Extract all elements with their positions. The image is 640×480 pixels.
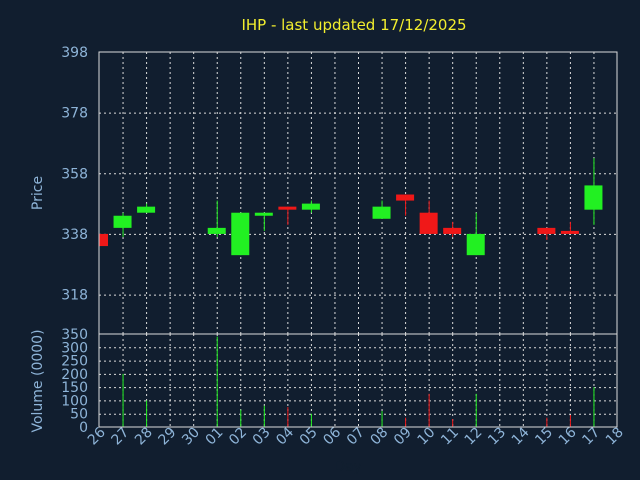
x-tick-label: 04 <box>273 424 297 448</box>
x-tick-label: 09 <box>391 425 415 449</box>
candles <box>99 158 603 256</box>
candle-body <box>207 227 226 234</box>
candle-body <box>560 230 579 234</box>
price-grid <box>99 52 617 334</box>
volume-grid <box>99 334 617 427</box>
volume-tick-label: 100 <box>61 393 88 409</box>
x-tick-label: 02 <box>226 425 250 449</box>
chart-title: IHP - last updated 17/12/2025 <box>241 16 466 34</box>
candle-body <box>231 212 250 256</box>
price-tick-label: 378 <box>61 106 88 122</box>
x-tick-label: 03 <box>250 425 274 449</box>
price-tick-label: 398 <box>61 45 88 61</box>
volume-tick-label: 300 <box>61 340 88 356</box>
candle-body <box>537 227 556 234</box>
volume-panel-frame <box>98 333 618 428</box>
price-tick-label: 338 <box>61 227 88 243</box>
price-axis-label: Price <box>30 176 46 210</box>
candle-body <box>113 215 132 228</box>
x-tick-label: 06 <box>320 424 344 448</box>
x-tick-label: 26 <box>85 424 109 448</box>
x-tick-label: 10 <box>415 425 439 449</box>
x-tick-label: 01 <box>203 425 227 449</box>
x-tick-label: 17 <box>579 425 603 449</box>
volume-tick-label: 250 <box>61 354 88 370</box>
x-tick-label: 18 <box>603 425 627 449</box>
price-y-ticks: 318 338 358 378 398 <box>61 45 88 304</box>
price-tick-label: 318 <box>61 288 88 304</box>
candle-body <box>137 206 156 213</box>
candle-body <box>301 203 320 210</box>
x-tick-label: 08 <box>367 425 391 449</box>
candle-body <box>372 206 391 219</box>
volume-axis-label: Volume (0000) <box>30 329 46 432</box>
price-tick-label: 358 <box>61 166 88 182</box>
volume-tick-label: 150 <box>61 380 88 396</box>
volume-tick-label: 200 <box>61 367 88 383</box>
volume-tick-label: 50 <box>70 407 88 423</box>
x-tick-label: 13 <box>485 425 509 449</box>
x-tick-label: 15 <box>532 425 556 449</box>
x-tick-label: 16 <box>556 424 580 448</box>
x-tick-label: 28 <box>132 425 156 449</box>
x-tick-label: 05 <box>297 425 321 449</box>
x-axis-ticks: 26 27 28 29 30 01 02 03 04 05 06 07 08 09 10 11 12 13 14 15… <box>85 424 627 448</box>
candle-body <box>584 185 603 210</box>
volume-tick-label: 350 <box>61 327 88 343</box>
x-axis-label: Day <box>334 459 362 475</box>
x-tick-label: 14 <box>509 424 533 448</box>
candle-body <box>396 194 415 201</box>
candle-body <box>466 233 485 256</box>
volume-tick-label: 0 <box>79 420 88 436</box>
x-tick-label: 27 <box>108 425 132 449</box>
candle-body <box>99 233 108 247</box>
x-tick-label: 29 <box>156 425 180 449</box>
candle-body <box>278 206 297 210</box>
x-tick-label: 30 <box>179 425 203 449</box>
x-tick-label: 12 <box>462 425 486 449</box>
x-tick-label: 11 <box>438 425 462 449</box>
volume-bars <box>122 336 595 427</box>
candle-body <box>419 212 438 234</box>
candle-body <box>443 227 462 234</box>
candle-body <box>254 212 273 216</box>
x-tick-label: 07 <box>344 425 368 449</box>
